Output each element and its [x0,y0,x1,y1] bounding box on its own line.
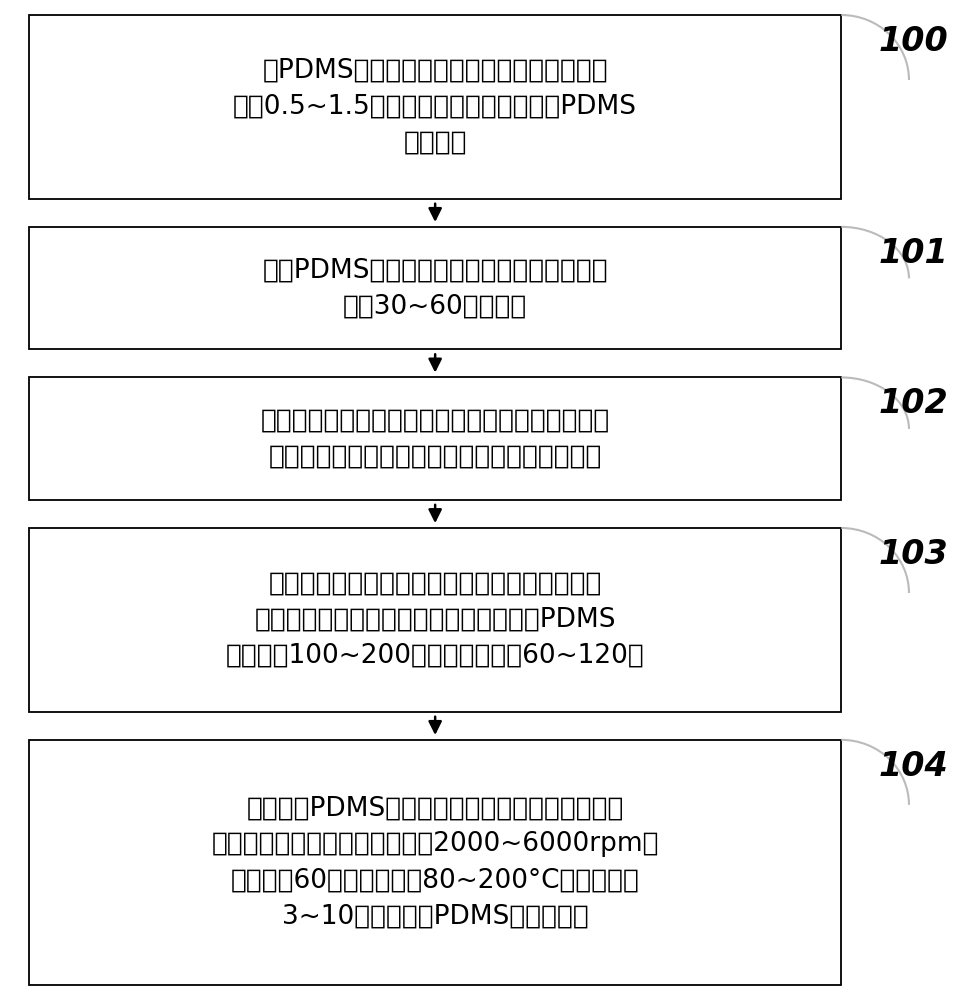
Text: 103: 103 [879,538,949,571]
Bar [29,528,841,712]
Text: 搅拌PDMS混合溶液至第一设定时间后，真空
脱气30~60分钟待用: 搅拌PDMS混合溶液至第一设定时间后，真空 脱气30~60分钟待用 [262,257,608,319]
Text: 将PDMS预聚体与交联剂以设定质量比混合，
添加0.5~1.5毫升合适有机溶剂稀释得到PDMS
混合溶液: 将PDMS预聚体与交联剂以设定质量比混合， 添加0.5~1.5毫升合适有机溶剂稀… [233,58,637,156]
Text: 将滴加有PDMS混合溶液的基板固定于旋涂仪上，
待密闭环境湿度重新稳定后，以2000~6000rpm的
转速旋涂60秒，再放置于80~200°C条件下退火
3~: 将滴加有PDMS混合溶液的基板固定于旋涂仪上， 待密闭环境湿度重新稳定后，以20… [212,795,659,929]
Text: 104: 104 [879,750,949,783]
Bar [29,377,841,500]
Text: 待湿度稳定一定时间后将清洗干净的导电基板反
面非导电侧表面朝上水平放置，匀速滴加PDMS
混合溶液100~200微升在表面静置60~120秒: 待湿度稳定一定时间后将清洗干净的导电基板反 面非导电侧表面朝上水平放置，匀速滴加… [225,571,645,669]
Text: 102: 102 [879,387,949,420]
Bar [29,227,841,349]
Text: 101: 101 [879,237,949,270]
Bar [29,740,841,985]
Text: 将去离子水加热至沸后，将产生的蒸汽导入旋涂仪
使得密闭环境湿度达到动态平衡，控制相对湿度: 将去离子水加热至沸后，将产生的蒸汽导入旋涂仪 使得密闭环境湿度达到动态平衡，控制… [260,408,610,470]
Text: 100: 100 [879,25,949,58]
Bar [29,15,841,199]
